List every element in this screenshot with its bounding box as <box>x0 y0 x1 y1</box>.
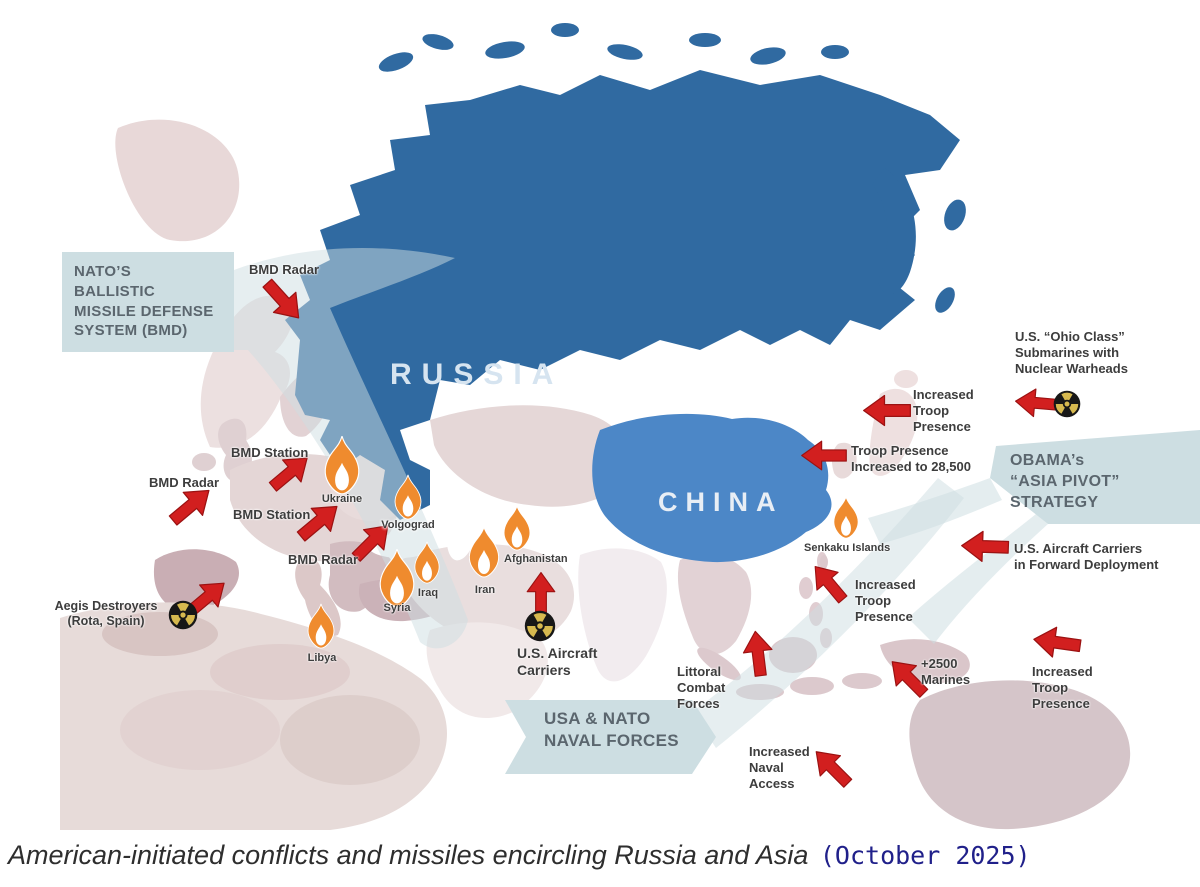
caption-date: (October 2025) <box>819 841 1031 870</box>
label-bmd-radar-west: BMD Radar <box>149 475 220 490</box>
callout-nato-bmd: NATO’S BALLISTIC MISSILE DEFENSE SYSTEM … <box>74 263 214 340</box>
flame-icon <box>412 541 442 584</box>
radiation-icon <box>524 610 556 642</box>
label-iraq: Iraq <box>417 587 439 599</box>
callout-asia-pivot: OBAMA’s “ASIA PIVOT” STRATEGY <box>1010 452 1120 512</box>
red-arrow-icon <box>1030 621 1085 665</box>
label-iran: Iran <box>474 584 496 596</box>
label-bmd-radar-north: BMD Radar <box>249 262 320 277</box>
label-libya: Libya <box>307 652 337 664</box>
label-ohio-class-submarines: U.S. “Ohio Class” Submarines with Nuclea… <box>1015 329 1128 376</box>
red-arrow-icon <box>800 438 848 473</box>
eurasia-map <box>60 23 1200 830</box>
label-bmd-station-1: BMD Station <box>231 445 309 460</box>
label-ukraine: Ukraine <box>321 493 363 505</box>
label-carriers-forward-deployment: U.S. Aircraft Carriers in Forward Deploy… <box>1014 541 1159 572</box>
caspian-sea <box>446 493 480 561</box>
label-bmd-station-2: BMD Station <box>233 507 311 522</box>
callout-naval-forces: USA & NATO NAVAL FORCES <box>544 709 679 751</box>
map-area: RUSSIA CHINA NATO’S BALLISTIC MISSILE DE… <box>54 23 1200 830</box>
flame-icon <box>831 496 861 539</box>
label-littoral-combat-forces: Littoral Combat Forces <box>677 664 726 711</box>
label-afghanistan: Afghanistan <box>504 553 568 565</box>
radiation-icon <box>168 600 198 630</box>
china-region <box>592 413 832 563</box>
label-us-aircraft-carriers: U.S. Aircraft Carriers <box>517 645 598 679</box>
label-2500-marines: +2500 Marines <box>921 656 971 687</box>
label-increased-troop-presence-north: Increased Troop Presence <box>913 387 974 434</box>
label-senkaku-islands: Senkaku Islands <box>804 542 891 554</box>
red-arrow-icon <box>862 392 912 429</box>
label-volgograd: Volgograd <box>381 519 435 531</box>
callout-shapes <box>62 248 1200 774</box>
russia-region <box>285 23 966 520</box>
red-arrow-icon <box>738 628 779 680</box>
flame-icon <box>392 474 424 520</box>
label-increased-troop-presence-east: Increased Troop Presence <box>855 577 916 624</box>
caption-text: American-initiated conflicts and missile… <box>8 840 809 870</box>
flame-icon <box>501 505 533 551</box>
radiation-icon <box>1053 390 1081 418</box>
flame-icon <box>466 526 502 578</box>
red-arrow-icon <box>959 527 1010 566</box>
country-label-china: CHINA <box>658 487 784 517</box>
label-aegis-destroyers: Aegis Destroyers (Rota, Spain) <box>54 599 158 629</box>
label-syria: Syria <box>383 602 411 614</box>
label-increased-naval-access: Increased Naval Access <box>749 744 810 791</box>
country-label-russia: RUSSIA <box>390 358 564 391</box>
flame-icon <box>305 603 337 649</box>
label-increased-troop-presence-south: Increased Troop Presence <box>1032 664 1093 711</box>
label-bmd-radar-central: BMD Radar <box>288 552 359 567</box>
caption: American-initiated conflicts and missile… <box>8 840 1198 871</box>
label-troop-presence-28500: Troop Presence Increased to 28,500 <box>851 443 971 474</box>
flame-icon <box>321 435 363 495</box>
